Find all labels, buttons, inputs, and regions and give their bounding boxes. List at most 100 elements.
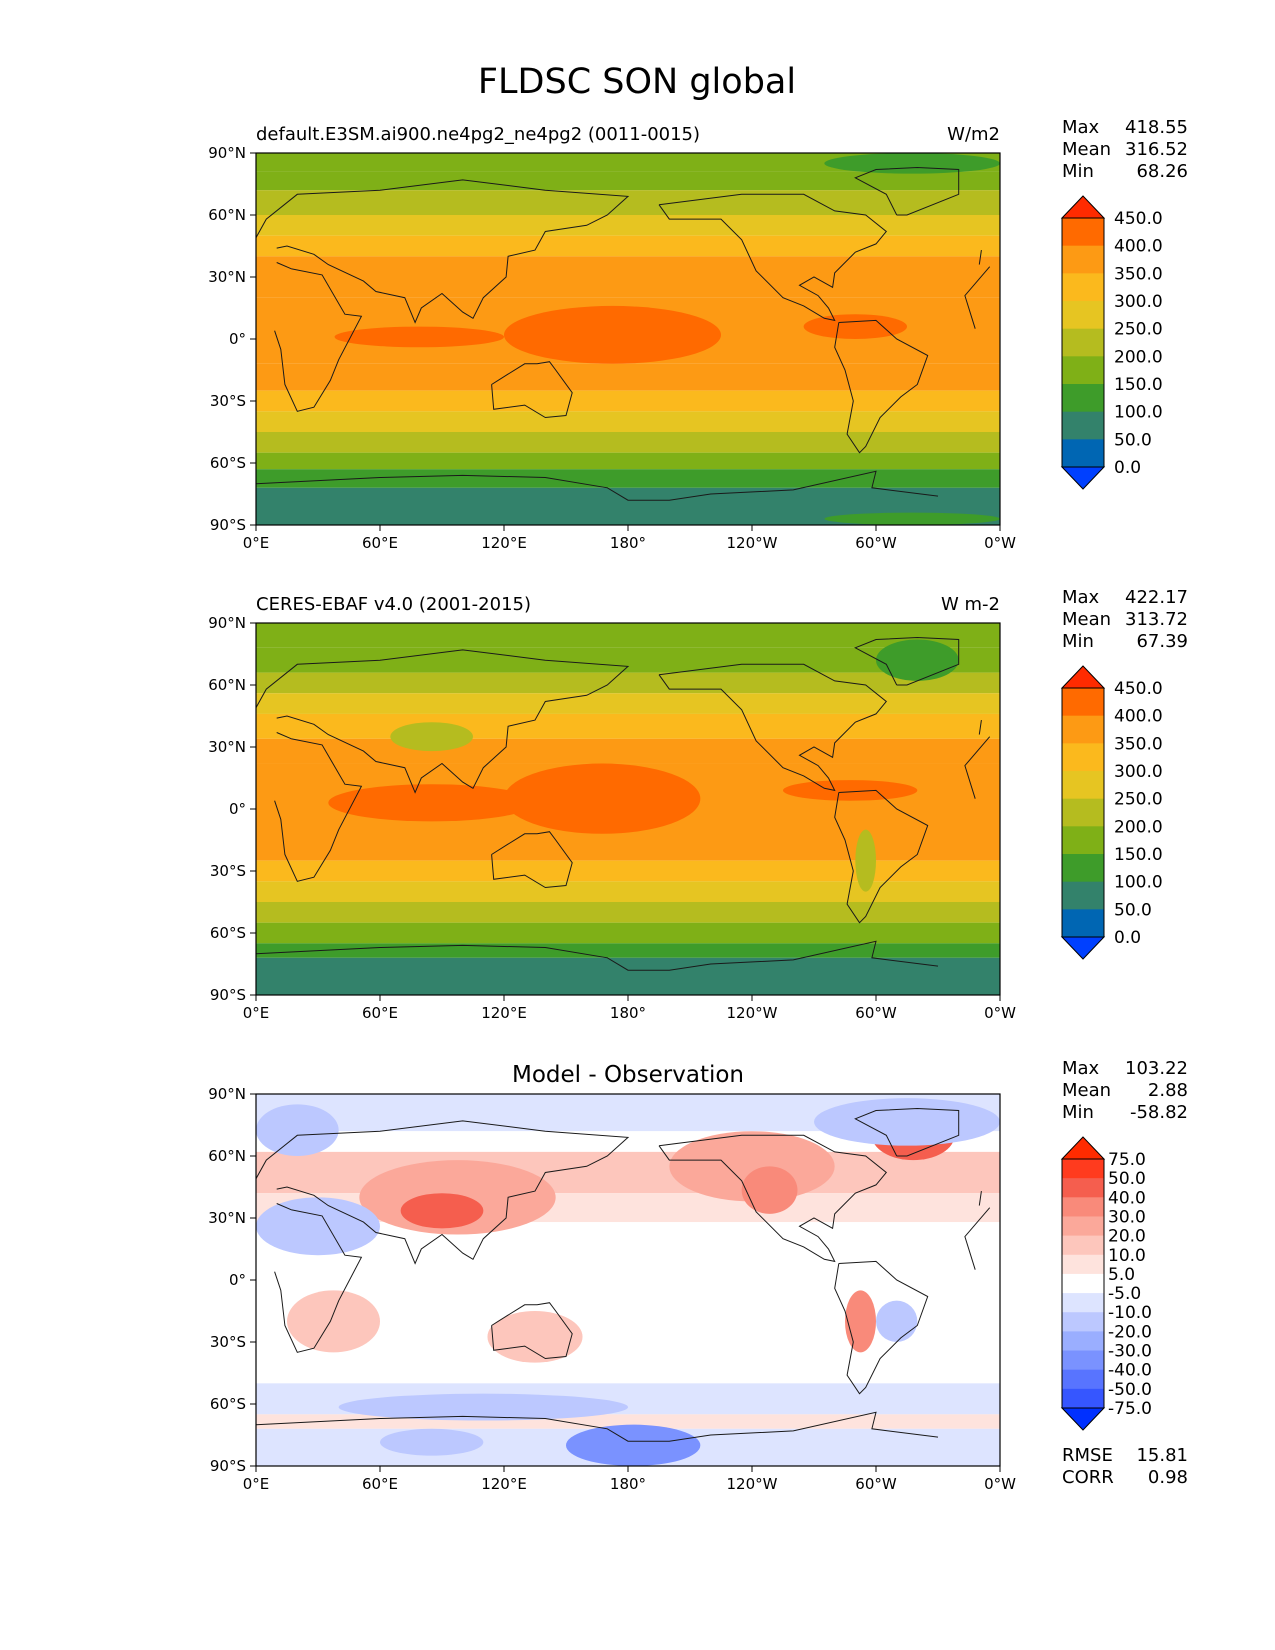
zonal-band [256,190,1000,215]
stat-label: Mean [1062,609,1111,630]
colorbar-label: -75.0 [1108,1399,1152,1419]
coastline [964,266,991,329]
field-region [256,1197,380,1256]
zonal-band [256,153,1000,172]
field-region [487,1311,583,1363]
colorbar-label: 5.0 [1108,1265,1135,1285]
coastline [978,250,982,265]
panel-units: W m-2 [941,594,1000,615]
field-region [783,780,918,801]
colorbar-segment [1062,1197,1104,1217]
zonal-band [256,738,1000,764]
x-tick-label: 120°W [727,534,778,552]
coastline [274,1209,363,1353]
colorbar-segment [1062,411,1104,440]
colorbar-label: 0.0 [1114,928,1141,948]
y-tick-label: 0° [229,800,246,818]
coastline [834,1260,929,1395]
y-tick-label: 30°N [208,738,246,756]
x-tick-label: 120°W [727,1475,778,1493]
colorbar-segment [1062,771,1104,800]
colorbar-label: 50.0 [1114,900,1152,920]
stat-label: CORR [1062,1467,1114,1488]
zonal-band [256,860,1000,882]
colorbar-label: -20.0 [1108,1322,1152,1342]
zonal-band [256,672,1000,694]
colorbar-segment [1062,439,1104,468]
colorbar-extend-max [1060,195,1106,219]
colorbar-segment [1062,1369,1104,1390]
coastline [491,831,573,889]
stat-label: RMSE [1062,1445,1113,1466]
zonal-band [256,411,1000,432]
y-tick-label: 30°S [210,392,246,410]
colorbar-label: 250.0 [1114,320,1163,340]
colorbar-segment [1062,218,1104,247]
colorbar-segment [1062,1254,1104,1275]
coastline [854,166,960,216]
colorbar-label: 0.0 [1114,458,1141,478]
colorbar-extend-max [1060,665,1106,689]
field-region [566,1424,701,1466]
colorbar-segment [1062,1216,1104,1237]
field-region [400,1193,484,1229]
colorbar-label: 150.0 [1114,375,1163,395]
coastline [256,940,939,971]
zonal-band [256,943,1000,958]
zonal-band [256,235,1000,257]
field-region [287,1290,380,1353]
colorbar-segment [1062,273,1104,302]
colorbar-label: 50.0 [1108,1169,1146,1189]
stat-value: 15.81 [1136,1445,1188,1466]
colorbar-segment [1062,715,1104,744]
x-tick-label: 180° [610,1475,646,1493]
colorbar-label: 350.0 [1114,264,1163,284]
zonal-band [256,957,1000,995]
y-tick-label: 60°N [208,206,246,224]
stat-label: Min [1062,1102,1094,1123]
colorbar-label: 250.0 [1114,790,1163,810]
zonal-band [256,171,1000,191]
panel-left-title: default.E3SM.ai900.ne4pg2_ne4pg2 (0011-0… [256,124,700,145]
colorbar-label: 20.0 [1108,1227,1146,1247]
colorbar-segment [1062,384,1104,413]
x-tick-label: 0°W [984,1475,1016,1493]
coastline [276,1203,292,1211]
colorbar-segment [1062,909,1104,938]
map-field [256,1094,1000,1466]
coastline [834,319,929,454]
y-tick-label: 30°N [208,268,246,286]
coastline [978,720,982,735]
field-region [803,314,907,339]
x-tick-label: 60°E [362,534,398,552]
colorbar-label: 200.0 [1114,347,1163,367]
colorbar-extend-min [1060,936,1106,960]
field-region [855,829,877,892]
coastline [256,179,630,324]
colorbar-segment [1062,1388,1104,1409]
zonal-band [256,713,1000,739]
coastline [978,1191,982,1206]
field-region [338,1393,628,1421]
field-region [824,153,1000,174]
stat-value: 67.39 [1136,631,1188,652]
colorbar-segment [1062,798,1104,827]
x-tick-label: 0°E [243,1004,270,1022]
zonal-band [256,881,1000,902]
stat-value: 422.17 [1125,587,1188,608]
stat-label: Max [1062,587,1100,608]
colorbar-segment [1062,854,1104,883]
panel-center-title: Model - Observation [512,1062,744,1088]
colorbar: 450.0 400.0 350.0 300.0 250.0 200.0 150.0 100.0… [1060,195,1163,490]
colorbar-extend-max [1060,1136,1106,1160]
field-region [334,326,504,348]
x-tick-label: 120°E [481,1475,527,1493]
y-tick-label: 0° [229,330,246,348]
y-tick-label: 90°N [208,614,246,632]
zonal-band [256,363,1000,391]
coastline [491,1302,573,1360]
field-region [814,1098,1000,1146]
colorbar-label: 75.0 [1108,1150,1146,1170]
colorbar-segment [1062,1159,1104,1179]
zonal-band [256,390,1000,412]
